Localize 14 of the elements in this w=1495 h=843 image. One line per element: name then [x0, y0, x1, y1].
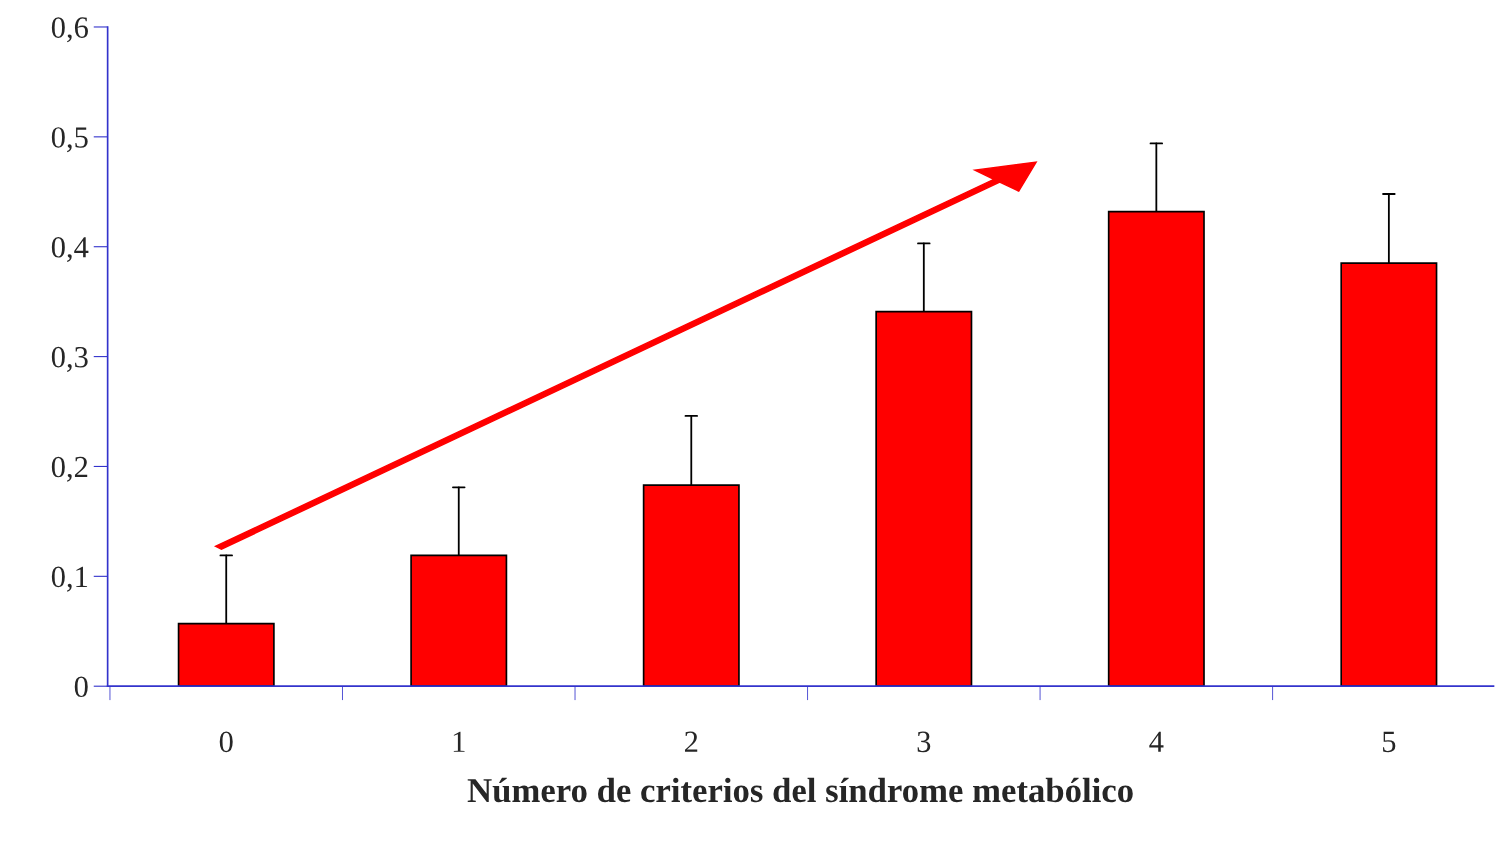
y-tick-label: 0	[74, 676, 88, 698]
y-tick-label: 0,3	[51, 346, 88, 372]
x-tick-label: 0	[219, 731, 233, 753]
x-tick-label: 2	[684, 731, 698, 752]
x-axis-title: Número de criterios del síndrome metabólico	[467, 777, 1133, 803]
y-tick-label: 0,5	[51, 127, 88, 153]
x-tick-label: 5	[1383, 731, 1396, 753]
y-tick-label: 0,6	[51, 17, 88, 43]
x-tick-label: 4	[1149, 731, 1164, 752]
x-tick-label: 1	[453, 731, 465, 752]
y-tick-label: 0,2	[51, 456, 88, 482]
y-tick-label: 0,1	[51, 566, 88, 592]
x-tick-label: 3	[917, 731, 931, 753]
y-tick-label: 0,4	[51, 237, 89, 263]
